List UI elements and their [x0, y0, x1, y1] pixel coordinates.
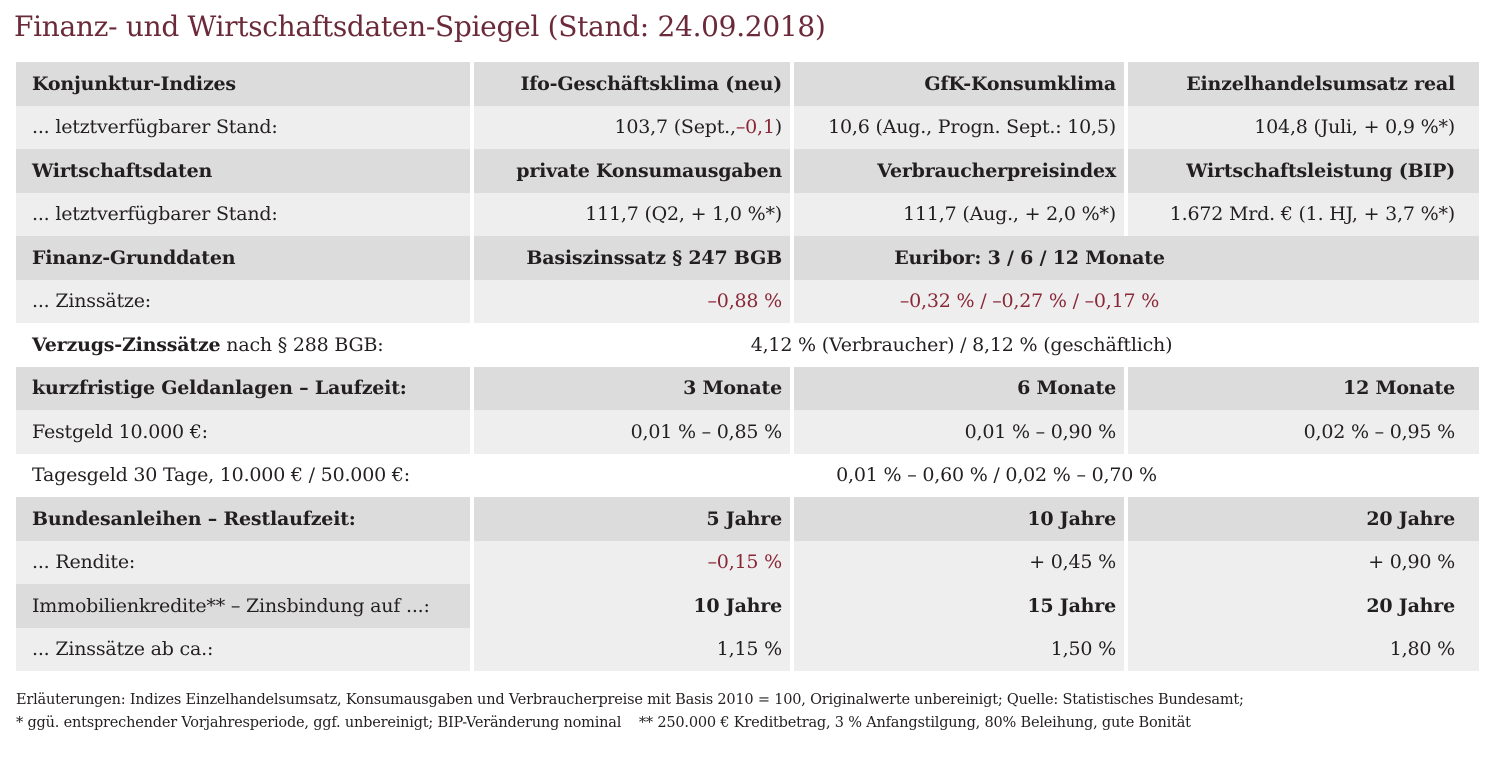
table-row: Finanz-Grunddaten Basiszinssatz § 247 BG… — [16, 236, 1479, 280]
column-heading: private Konsumausgaben — [474, 149, 790, 193]
rendite-5j: –0,15 % — [474, 540, 790, 584]
row-label: ... Zinssätze ab ca.: — [16, 627, 470, 671]
ifo-value: 103,7 (Sept., –0,1) — [474, 105, 790, 149]
row-heading: Konjunktur-Indizes — [16, 62, 470, 106]
table-row: Tagesgeld 30 Tage, 10.000 € / 50.000 €: … — [16, 453, 1479, 497]
column-heading: Euribor: 3 / 6 / 12 Monate — [794, 236, 1479, 280]
row-label: Verzugs-Zinssätze nach § 288 BGB: — [16, 323, 470, 367]
konsum-value: 111,7 (Q2, + 1,0 %*) — [474, 192, 790, 236]
verzug-label-rest: nach § 288 BGB: — [220, 333, 384, 356]
column-heading: Wirtschaftsleistung (BIP) — [1128, 149, 1479, 193]
table-row: Festgeld 10.000 €: 0,01 % – 0,85 % 0,01 … — [16, 410, 1479, 454]
rendite-20j: + 0,90 % — [1128, 540, 1479, 584]
festgeld-3m: 0,01 % – 0,85 % — [474, 410, 790, 454]
row-label: Tagesgeld 30 Tage, 10.000 € / 50.000 €: — [16, 453, 470, 497]
table-row: ... Zinssätze: –0,88 % –0,32 % / –0,27 %… — [16, 279, 1479, 323]
row-label: ... Rendite: — [16, 540, 470, 584]
verzug-value: 4,12 % (Verbraucher) / 8,12 % (geschäftl… — [474, 323, 1479, 367]
festgeld-6m: 0,01 % – 0,90 % — [794, 410, 1124, 454]
table-row: ... letztverfügbarer Stand: 111,7 (Q2, +… — [16, 192, 1479, 236]
page-title: Finanz- und Wirtschaftsdaten-Spiegel (St… — [14, 10, 826, 43]
column-heading: 6 Monate — [794, 366, 1124, 410]
euribor-value: –0,32 % / –0,27 % / –0,17 % — [794, 279, 1479, 323]
row-label: Festgeld 10.000 €: — [16, 410, 470, 454]
column-heading: 5 Jahre — [474, 497, 790, 541]
tagesgeld-value: 0,01 % – 0,60 % / 0,02 % – 0,70 % — [474, 453, 1479, 497]
ifo-value-text: 103,7 (Sept., — [614, 116, 736, 139]
finance-data-table: Konjunktur-Indizes Ifo-Geschäftsklima (n… — [16, 62, 1479, 671]
column-heading: Ifo-Geschäftsklima (neu) — [474, 62, 790, 106]
column-heading: 20 Jahre — [1128, 584, 1479, 628]
row-label: ... letztverfügbarer Stand: — [16, 105, 470, 149]
row-label: ... Zinssätze: — [16, 279, 470, 323]
row-heading: Finanz-Grunddaten — [16, 236, 470, 280]
verzug-label-bold: Verzugs-Zinssätze — [32, 333, 221, 356]
footnote-line: Erläuterungen: Indizes Einzelhandelsumsa… — [16, 692, 1244, 708]
table-row: ... Rendite: –0,15 % + 0,45 % + 0,90 % — [16, 540, 1479, 584]
basiszins-value: –0,88 % — [474, 279, 790, 323]
column-heading: GfK-Konsumklima — [794, 62, 1124, 106]
immo-20j: 1,80 % — [1128, 627, 1479, 671]
row-heading: Immobilienkredite** – Zinsbindung auf ..… — [16, 584, 470, 628]
column-heading: 10 Jahre — [474, 584, 790, 628]
gfk-value: 10,6 (Aug., Progn. Sept.: 10,5) — [794, 105, 1124, 149]
row-heading: Bundesanleihen – Restlaufzeit: — [16, 497, 470, 541]
column-heading: 10 Jahre — [794, 497, 1124, 541]
column-heading: 20 Jahre — [1128, 497, 1479, 541]
table-row: Immobilienkredite** – Zinsbindung auf ..… — [16, 584, 1479, 628]
table-row: Verzugs-Zinssätze nach § 288 BGB: 4,12 %… — [16, 323, 1479, 367]
column-heading: Basiszinssatz § 247 BGB — [474, 236, 790, 280]
table-row: Konjunktur-Indizes Ifo-Geschäftsklima (n… — [16, 62, 1479, 106]
table-row: ... letztverfügbarer Stand: 103,7 (Sept.… — [16, 105, 1479, 149]
immo-10j: 1,15 % — [474, 627, 790, 671]
column-heading: 12 Monate — [1128, 366, 1479, 410]
row-heading: Wirtschaftsdaten — [16, 149, 470, 193]
table-row: Wirtschaftsdaten private Konsumausgaben … — [16, 149, 1479, 193]
ifo-close: ) — [774, 116, 782, 139]
column-heading: 15 Jahre — [794, 584, 1124, 628]
row-label: ... letztverfügbarer Stand: — [16, 192, 470, 236]
row-heading: kurzfristige Geldanlagen – Laufzeit: — [16, 366, 470, 410]
vpi-value: 111,7 (Aug., + 2,0 %*) — [794, 192, 1124, 236]
table-row: Bundesanleihen – Restlaufzeit: 5 Jahre 1… — [16, 497, 1479, 541]
rendite-10j: + 0,45 % — [794, 540, 1124, 584]
column-heading: Verbraucherpreisindex — [794, 149, 1124, 193]
table-row: kurzfristige Geldanlagen – Laufzeit: 3 M… — [16, 366, 1479, 410]
ifo-change: –0,1 — [735, 116, 775, 139]
column-heading: Einzelhandelsumsatz real — [1128, 62, 1479, 106]
einzelhandel-value: 104,8 (Juli, + 0,9 %*) — [1128, 105, 1479, 149]
footnote-line: * ggü. entsprechender Vorjahresperiode, … — [16, 715, 1191, 731]
immo-15j: 1,50 % — [794, 627, 1124, 671]
column-heading: 3 Monate — [474, 366, 790, 410]
footnotes: Erläuterungen: Indizes Einzelhandelsumsa… — [16, 689, 1244, 735]
festgeld-12m: 0,02 % – 0,95 % — [1128, 410, 1479, 454]
table-row: ... Zinssätze ab ca.: 1,15 % 1,50 % 1,80… — [16, 627, 1479, 671]
bip-value: 1.672 Mrd. € (1. HJ, + 3,7 %*) — [1128, 192, 1479, 236]
